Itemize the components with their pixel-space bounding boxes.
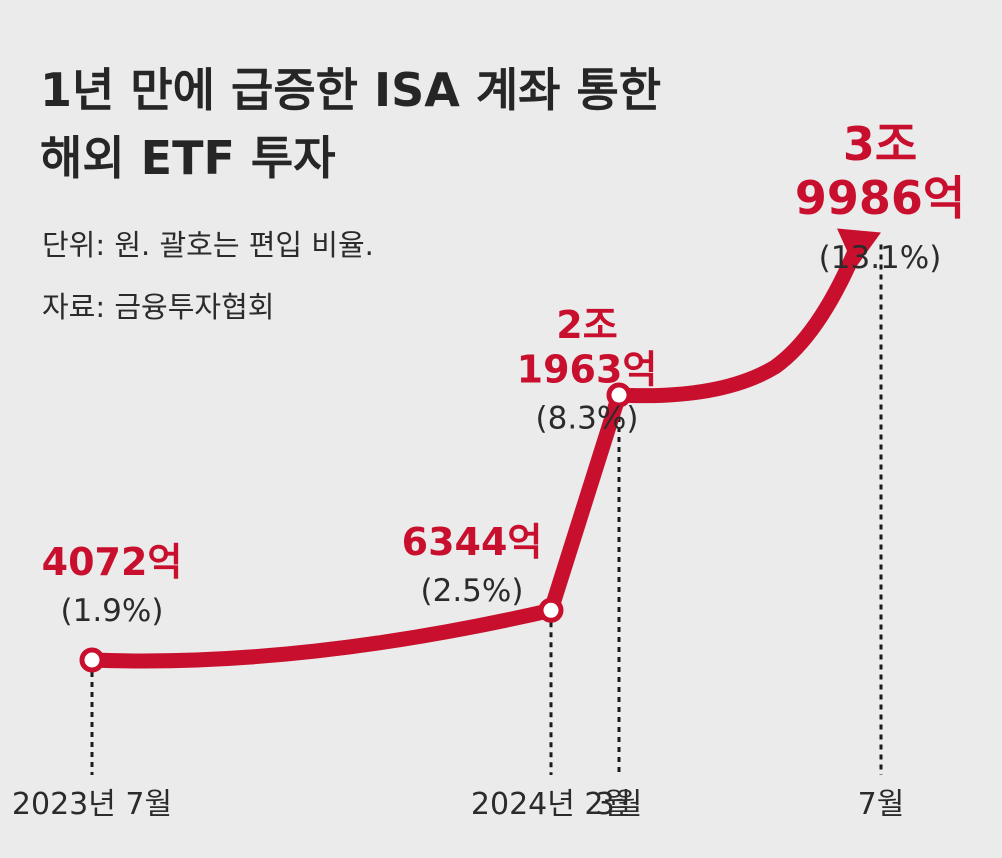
share-label-0: (1.9%) [61, 593, 164, 629]
data-point-1 [538, 597, 564, 623]
value-label-2-1: 1963억 [517, 347, 658, 391]
x-tick-label-0: 2023년 7월 [12, 787, 172, 822]
x-tick-label-1: 2024년 2월 [471, 787, 631, 822]
source-note: 자료: 금융투자협회 [42, 290, 275, 324]
data-point-2 [606, 382, 632, 408]
value-label-0-0: 4072억 [42, 540, 183, 584]
x-tick-label-3: 7월 [858, 787, 905, 822]
share-label-1: (2.5%) [421, 573, 524, 609]
chart-title-line-2: 해외 ETF 투자 [40, 131, 336, 185]
value-label-1-0: 6344억 [402, 520, 543, 564]
value-label-3-0: 3조 [843, 117, 917, 171]
chart-title: 1년 만에 급증한 ISA 계좌 통한 해외 ETF 투자 [40, 56, 661, 192]
data-point-0 [79, 647, 105, 673]
unit-note: 단위: 원. 괄호는 편입 비율. [42, 228, 374, 262]
series-arrow-head [837, 228, 881, 269]
value-label-2-0: 2조 [556, 303, 617, 347]
series-line [84, 238, 865, 669]
share-label-3: (13.1%) [819, 240, 942, 276]
chart-title-line-1: 1년 만에 급증한 ISA 계좌 통한 [40, 63, 662, 117]
value-label-3-1: 9986억 [795, 171, 965, 225]
share-label-2: (8.3%) [536, 400, 639, 436]
x-tick-label-2: 3월 [596, 787, 643, 822]
